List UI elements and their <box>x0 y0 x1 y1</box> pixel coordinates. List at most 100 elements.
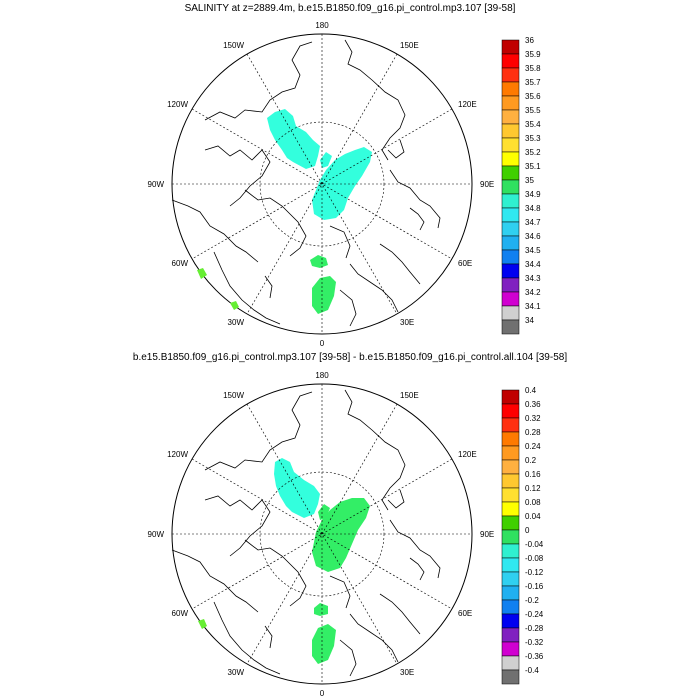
bottom-patch-atlantic <box>312 624 336 664</box>
bottom-colorbar-swatch <box>501 529 520 545</box>
bottom-colorbar-tick-label: 0.36 <box>525 400 541 409</box>
top-colorbar-tick-label: 35.8 <box>525 64 541 73</box>
top-lon-label-150e: 150E <box>400 41 419 50</box>
bottom-colorbar-tick-label: 0.12 <box>525 484 541 493</box>
top-lon-label-90e: 90E <box>480 180 494 189</box>
top-colorbar-swatch <box>501 235 520 251</box>
bottom-colorbar-swatch <box>501 543 520 559</box>
top-colorbar-swatch <box>501 151 520 167</box>
top-colorbar-tick-label: 35.1 <box>525 162 541 171</box>
top-colorbar-tick-label: 35.9 <box>525 50 541 59</box>
top-lon-label-90w: 90W <box>148 180 165 189</box>
top-patch-beaufort <box>267 109 320 169</box>
bottom-colorbar-tick-label: 0.32 <box>525 414 541 423</box>
bottom-lon-label-90e: 90E <box>480 530 494 539</box>
bottom-colorbar-tick-label: -0.24 <box>525 610 544 619</box>
top-colorbar-tick-label: 34.2 <box>525 288 541 297</box>
top-colorbar: 36 35.9 35.8 35.7 35.6 35.5 35.4 35.3 35.2 35.1 35… <box>501 36 541 335</box>
top-colorbar-tick-label: 34.5 <box>525 246 541 255</box>
top-patch-central <box>312 147 372 220</box>
bottom-colorbar: 0.4 0.36 0.32 0.28 0.24 0.2 0.16 0.12 0.08 0.04 0 -… <box>501 386 544 685</box>
bottom-panel-title: b.e15.B1850.f09_g16.pi_control.mp3.107 [… <box>132 352 568 363</box>
top-colorbar-tick-label: 34.4 <box>525 260 541 269</box>
bottom-colorbar-swatch <box>501 389 520 405</box>
top-patch-south-sw <box>230 301 239 310</box>
top-patch-atlantic <box>312 276 336 314</box>
bottom-colorbar-swatch <box>501 445 520 461</box>
bottom-colorbar-tick-label: 0.08 <box>525 498 541 507</box>
top-panel-title: SALINITY at z=2889.4m, b.e15.B1850.f09_g… <box>184 3 516 14</box>
bottom-lon-label-0: 0 <box>320 689 325 698</box>
bottom-colorbar-swatch <box>501 417 520 433</box>
bottom-lon-label-120w: 120W <box>167 450 188 459</box>
bottom-lon-label-60e: 60E <box>458 609 472 618</box>
top-colorbar-swatch <box>501 277 520 293</box>
bottom-patch-fram <box>314 603 328 616</box>
top-colorbar-tick-label: 35 <box>525 176 534 185</box>
bottom-lon-label-60w: 60W <box>172 609 189 618</box>
bottom-colorbar-swatch <box>501 459 520 475</box>
bottom-colorbar-swatch <box>501 515 520 531</box>
bottom-colorbar-tick-label: -0.08 <box>525 554 544 563</box>
top-lon-label-0: 0 <box>320 339 325 348</box>
top-patch-central-small <box>320 152 332 168</box>
top-colorbar-swatch <box>501 221 520 237</box>
top-colorbar-tick-label: 35.2 <box>525 148 541 157</box>
top-colorbar-swatch <box>501 263 520 279</box>
top-lon-label-60e: 60E <box>458 259 472 268</box>
top-colorbar-swatch <box>501 81 520 97</box>
top-colorbar-tick-label: 34.1 <box>525 302 541 311</box>
bottom-colorbar-swatch <box>501 641 520 657</box>
top-colorbar-tick-label: 34 <box>525 316 534 325</box>
bottom-colorbar-tick-label: -0.32 <box>525 638 544 647</box>
bottom-colorbar-swatch <box>501 487 520 503</box>
bottom-colorbar-swatch <box>501 473 520 489</box>
top-colorbar-swatch <box>501 207 520 223</box>
bottom-colorbar-tick-label: -0.04 <box>525 540 544 549</box>
bottom-lon-label-180: 180 <box>315 371 329 380</box>
bottom-lon-label-30w: 30W <box>228 668 245 677</box>
top-colorbar-swatch <box>501 95 520 111</box>
top-colorbar-tick-label: 34.3 <box>525 274 541 283</box>
bottom-colorbar-swatch <box>501 669 520 685</box>
bottom-colorbar-tick-label: -0.12 <box>525 568 544 577</box>
top-colorbar-swatch <box>501 165 520 181</box>
bottom-colorbar-tick-label: -0.28 <box>525 624 544 633</box>
bottom-polar-map: 180 0 90W 90E 150W 120W 150E 120E 60W 30… <box>148 371 544 698</box>
top-colorbar-tick-label: 35.3 <box>525 134 541 143</box>
top-colorbar-tick-label: 35.5 <box>525 106 541 115</box>
top-salinity-patches <box>197 109 372 314</box>
bottom-colorbar-tick-label: -0.4 <box>525 666 539 675</box>
bottom-colorbar-swatch <box>501 431 520 447</box>
top-coastlines <box>171 39 441 327</box>
bottom-coastlines <box>171 389 441 677</box>
bottom-colorbar-tick-label: 0.4 <box>525 386 537 395</box>
bottom-colorbar-tick-label: 0.16 <box>525 470 541 479</box>
top-colorbar-tick-label: 34.7 <box>525 218 541 227</box>
top-colorbar-tick-label: 35.7 <box>525 78 541 87</box>
bottom-colorbar-tick-label: 0.24 <box>525 442 541 451</box>
bottom-colorbar-tick-label: -0.2 <box>525 596 539 605</box>
top-colorbar-swatch <box>501 319 520 335</box>
bottom-colorbar-swatch <box>501 585 520 601</box>
top-colorbar-tick-label: 35.6 <box>525 92 541 101</box>
top-colorbar-tick-label: 35.4 <box>525 120 541 129</box>
top-lon-label-120w: 120W <box>167 100 188 109</box>
bottom-patch-central-small <box>318 504 330 520</box>
top-colorbar-swatch <box>501 249 520 265</box>
bottom-patch-beaufort <box>274 458 320 518</box>
bottom-lon-label-30e: 30E <box>400 668 414 677</box>
bottom-lon-labels: 180 0 90W 90E 150W 120W 150E 120E 60W 30… <box>148 371 495 698</box>
bottom-colorbar-swatch <box>501 403 520 419</box>
top-colorbar-swatch <box>501 123 520 139</box>
top-lon-label-120e: 120E <box>458 100 477 109</box>
top-lon-label-30w: 30W <box>228 318 245 327</box>
bottom-colorbar-swatch <box>501 655 520 671</box>
bottom-colorbar-swatch <box>501 571 520 587</box>
top-lon-labels: 180 0 90W 90E 150W 120W 150E 120E 60W 30… <box>148 21 495 348</box>
top-gridlines <box>172 34 472 334</box>
bottom-lon-label-150w: 150W <box>223 391 244 400</box>
top-lon-label-60w: 60W <box>172 259 189 268</box>
top-lon-label-30e: 30E <box>400 318 414 327</box>
